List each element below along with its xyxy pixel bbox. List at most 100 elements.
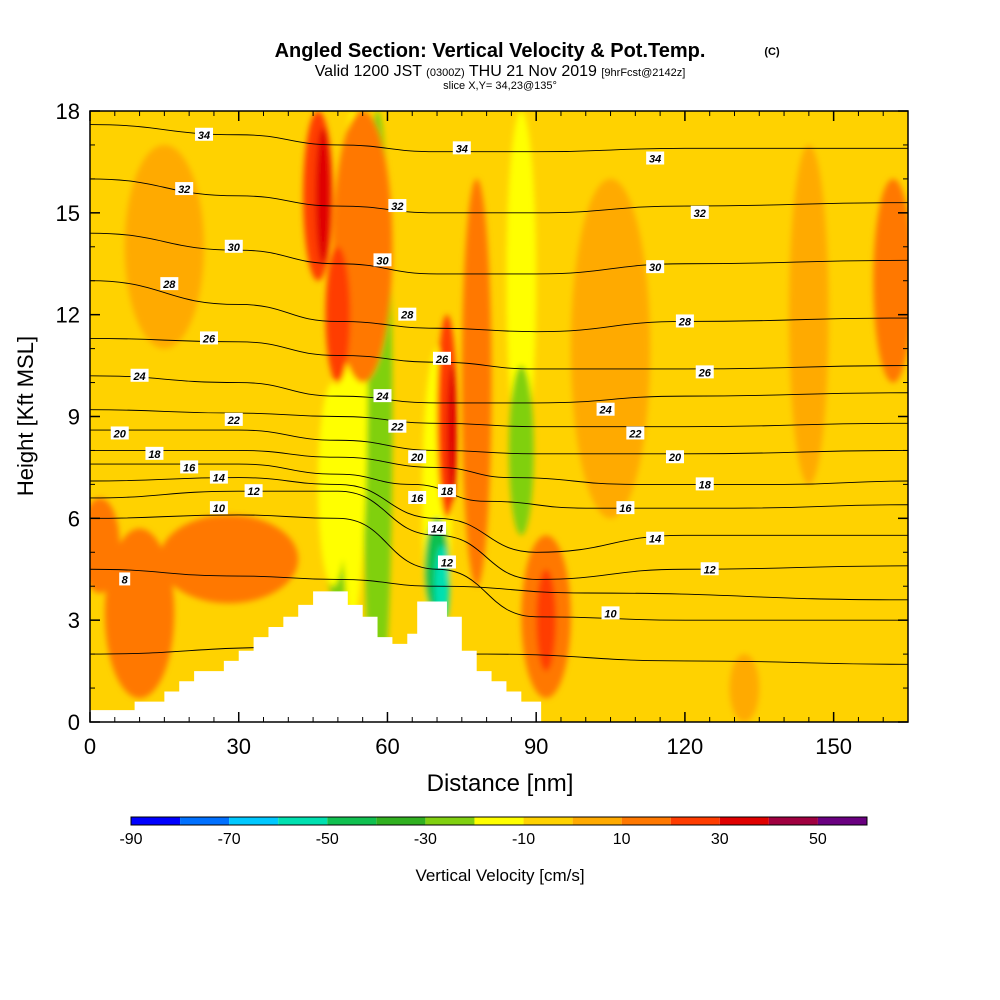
colorbar-tick-label-0: -90 (119, 831, 142, 848)
contour-label-text: 20 (113, 428, 127, 440)
contour-label-8: 30 (646, 260, 665, 274)
y-axis-label: Height [Kft MSL] (13, 336, 38, 496)
velocity-cell-22 (315, 127, 331, 264)
colorbar-bin-3 (278, 817, 328, 825)
contour-6 (90, 646, 908, 665)
contour-label-14: 26 (695, 365, 714, 379)
velocity-field-background (90, 111, 908, 722)
contour-16 (90, 463, 908, 509)
contour-label-text: 28 (678, 316, 692, 328)
contour-label-9: 28 (160, 277, 179, 291)
contour-label-box (601, 606, 620, 620)
contour-label-box (224, 239, 243, 253)
colorbar-bin-10 (621, 817, 671, 825)
colorbar-tick-label-1: -70 (218, 831, 241, 848)
subtitle-valid: Valid 1200 JST (315, 63, 423, 80)
x-tick-label-120: 120 (667, 734, 704, 759)
contour-label-box (646, 260, 665, 274)
colorbar-bin-5 (376, 817, 426, 825)
contour-label-box (119, 572, 131, 586)
contour-label-31: 14 (428, 521, 447, 536)
contour-label-text: 32 (178, 184, 190, 196)
colorbar-tick-label-3: -30 (414, 831, 437, 848)
x-tick-label-150: 150 (815, 734, 852, 759)
x-tick-label-90: 90 (524, 734, 548, 759)
contour-label-text: 32 (391, 201, 403, 213)
contour-label-box (373, 389, 392, 403)
contour-label-text: 18 (441, 486, 454, 498)
colorbar-bin-2 (229, 817, 279, 825)
colorbar-bin-6 (425, 817, 475, 825)
contour-label-28: 16 (408, 490, 427, 505)
subtitle-utc: (0300Z) (426, 67, 465, 79)
velocity-cell-15 (461, 178, 492, 587)
contour-label-box (209, 501, 228, 515)
contour-label-26: 18 (695, 477, 714, 491)
slice-info: slice X,Y= 34,23@135° (443, 80, 557, 92)
colorbar-bin-8 (523, 817, 573, 825)
contour-label-text: 30 (228, 242, 241, 254)
contour-label-text: 12 (704, 564, 716, 576)
contour-label-15: 24 (130, 368, 149, 383)
velocity-cell-17 (570, 178, 651, 519)
contour-label-box (675, 314, 694, 328)
contour-label-text: 10 (604, 608, 617, 620)
colorbar-tick-label-6: 30 (711, 831, 729, 848)
terrain (90, 591, 542, 722)
contour-label-35: 12 (700, 562, 719, 576)
contour-label-19: 22 (388, 419, 407, 434)
contour-label-text: 22 (628, 428, 641, 440)
x-axis: 0 30 60 90 120 150 (84, 111, 909, 759)
contour-28 (90, 280, 908, 333)
contour-label-box (244, 484, 263, 498)
contour-label-17: 24 (596, 402, 615, 417)
contour-label-text: 26 (202, 333, 216, 345)
contour-34 (90, 124, 908, 153)
plot-area: 34 34 34 32 32 32 30 30 30 28 28 28 26 26 26 24 24 24 22 22… (90, 111, 908, 722)
velocity-cell-20 (124, 144, 205, 349)
velocity-cell-25 (446, 365, 457, 502)
contour-label-27: 16 (180, 460, 199, 474)
y-tick-label-3: 3 (68, 608, 80, 633)
contour-label-text: 10 (213, 503, 226, 515)
y-tick-label-9: 9 (68, 405, 80, 430)
contour-24 (90, 375, 908, 404)
colorbar-bin-1 (180, 817, 230, 825)
contour-label-box (432, 351, 451, 365)
contour-label-text: 14 (649, 534, 661, 546)
contour-10 (90, 514, 908, 621)
contour-label-box (408, 450, 427, 464)
y-tick-label-12: 12 (56, 303, 80, 328)
contour-label-11: 28 (675, 314, 694, 328)
contour-label-text: 34 (456, 143, 468, 155)
contour-label-21: 20 (110, 426, 129, 440)
contour-label-box (199, 331, 218, 345)
contour-label-box (180, 460, 199, 474)
contour-label-5: 32 (690, 205, 709, 220)
contour-12 (90, 490, 908, 580)
contour-label-text: 12 (441, 557, 453, 569)
contour-label-13: 26 (432, 351, 451, 366)
contour-label-text: 28 (162, 279, 176, 291)
colorbar-bin-9 (572, 817, 622, 825)
velocity-cell-8 (508, 365, 534, 536)
contour-label-text: 18 (148, 449, 161, 461)
colorbar-tick-label-7: 50 (809, 831, 827, 848)
colorbar-bin-4 (327, 817, 377, 825)
contour-label-box (690, 205, 709, 219)
contour-label-box (646, 531, 665, 545)
contour-label-box (437, 555, 456, 569)
contour-label-33: 12 (244, 484, 263, 498)
contour-label-22: 20 (408, 450, 427, 464)
contour-label-34: 12 (437, 555, 456, 569)
contour-label-23: 20 (665, 450, 684, 464)
contour-label-text: 28 (400, 310, 414, 322)
contour-label-box (646, 151, 665, 165)
contour-label-text: 22 (390, 422, 403, 434)
contour-label-7: 30 (373, 253, 392, 267)
contour-label-box (695, 365, 714, 379)
contour-label-text: 34 (198, 130, 210, 142)
contour-label-box (224, 412, 243, 426)
contour-label-box (665, 450, 684, 464)
